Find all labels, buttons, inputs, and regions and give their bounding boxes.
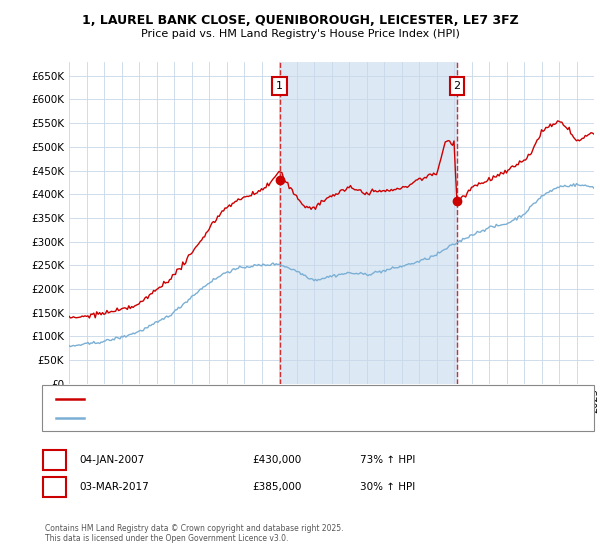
Text: Contains HM Land Registry data © Crown copyright and database right 2025.
This d: Contains HM Land Registry data © Crown c…: [45, 524, 343, 543]
Text: 1, LAUREL BANK CLOSE, QUENIBOROUGH, LEICESTER, LE7 3FZ (detached house): 1, LAUREL BANK CLOSE, QUENIBOROUGH, LEIC…: [91, 395, 456, 404]
Text: 2: 2: [51, 482, 58, 492]
Text: 04-JAN-2007: 04-JAN-2007: [79, 455, 145, 465]
Text: £430,000: £430,000: [252, 455, 301, 465]
Text: 1: 1: [51, 455, 58, 465]
Text: £385,000: £385,000: [252, 482, 301, 492]
Text: HPI: Average price, detached house, Charnwood: HPI: Average price, detached house, Char…: [91, 414, 310, 423]
Text: 1: 1: [276, 81, 283, 91]
Text: 03-MAR-2017: 03-MAR-2017: [79, 482, 149, 492]
Text: 2: 2: [454, 81, 461, 91]
Text: 1, LAUREL BANK CLOSE, QUENIBOROUGH, LEICESTER, LE7 3FZ: 1, LAUREL BANK CLOSE, QUENIBOROUGH, LEIC…: [82, 14, 518, 27]
Text: 30% ↑ HPI: 30% ↑ HPI: [360, 482, 415, 492]
Bar: [280, 62, 457, 384]
Text: Price paid vs. HM Land Registry's House Price Index (HPI): Price paid vs. HM Land Registry's House …: [140, 29, 460, 39]
Text: 73% ↑ HPI: 73% ↑ HPI: [360, 455, 415, 465]
